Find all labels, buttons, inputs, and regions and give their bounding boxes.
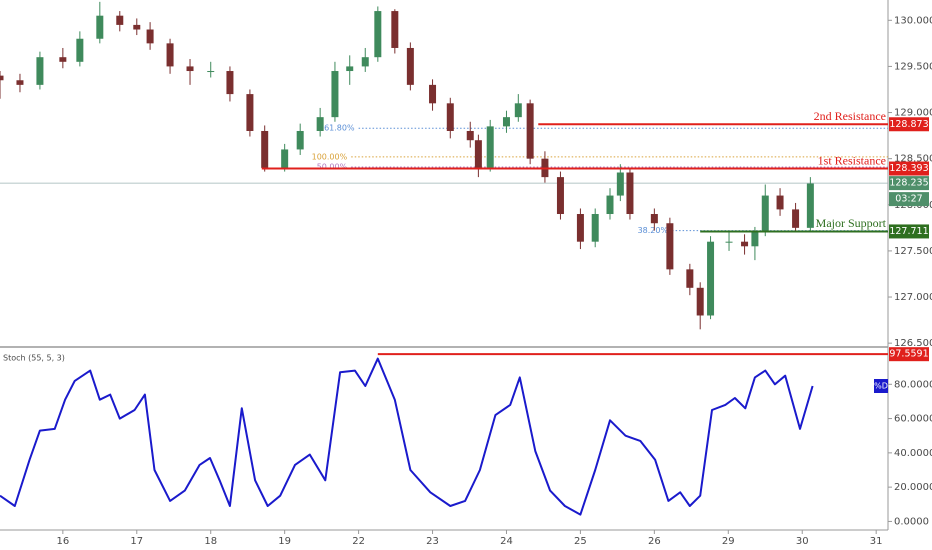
legend-tag: %D (874, 382, 888, 391)
x-tick-label: 26 (648, 536, 661, 547)
fib-label: 61.80% (324, 124, 355, 133)
candle-body (346, 66, 354, 72)
level-value: 127.711 (889, 226, 928, 237)
series-line (0, 357, 814, 516)
countdown: 03:27 (895, 194, 922, 205)
candle-body (474, 140, 482, 168)
level-label: 2nd Resistance (814, 109, 886, 123)
countdown-bg (889, 192, 929, 207)
x-tick-label: 19 (278, 536, 291, 547)
x-tick-label: 17 (130, 536, 143, 547)
fib-label: 100.00% (312, 152, 348, 161)
candle-body (502, 117, 510, 127)
candle-body (281, 149, 289, 168)
candle-body (331, 71, 339, 118)
candle-body (261, 130, 269, 168)
x-tick-label: 30 (796, 536, 809, 547)
x-tick-label: 29 (722, 536, 735, 547)
y-tick-label: 0.0000 (894, 516, 929, 527)
candle-body (514, 103, 522, 118)
x-tick-label: 22 (352, 536, 365, 547)
candle-body (59, 57, 67, 62)
indicator-title: Stoch (55, 5, 3) (3, 354, 65, 363)
candle-body (316, 117, 324, 131)
candle-body (0, 75, 4, 81)
y-tick-label: 128.500 (894, 154, 932, 165)
level-label: Major Support (816, 216, 887, 230)
level-value-bg (889, 117, 929, 132)
y-tick-label: 129.500 (894, 61, 932, 72)
candle-body (226, 71, 234, 95)
candle-body (616, 172, 624, 196)
candle-body (725, 241, 733, 243)
candle-body (16, 80, 24, 85)
fib-label: 50.00% (317, 162, 348, 171)
x-tick-label: 16 (56, 536, 69, 547)
y-tick-label: 80.0000 (894, 379, 932, 390)
candle-body (486, 126, 494, 168)
candle-body (406, 47, 414, 85)
candle-body (776, 195, 784, 210)
candle-body (707, 241, 715, 316)
candle-body (591, 214, 599, 242)
y-tick-label: 130.000 (894, 15, 932, 26)
x-tick-label: 24 (500, 536, 513, 547)
y-tick-label: 126.500 (894, 338, 932, 349)
candle-body (429, 84, 437, 104)
candle-body (361, 57, 369, 67)
candle-body (374, 11, 382, 58)
x-tick-label: 31 (870, 536, 883, 547)
legend-tag-bg (874, 379, 888, 393)
y-tick-label: 127.000 (894, 292, 932, 303)
level-value: 128.393 (889, 163, 928, 174)
level-value: 128.873 (889, 119, 928, 130)
candle-body (76, 38, 84, 62)
candle-body (751, 232, 759, 247)
candle-body (792, 209, 800, 228)
level-value-bg (889, 161, 929, 176)
y-tick-label: 20.0000 (894, 482, 932, 493)
y-tick-label: 40.0000 (894, 448, 932, 459)
candle-body (36, 57, 44, 85)
candle-body (741, 241, 749, 247)
candle-body (556, 177, 564, 215)
y-tick-label: 127.500 (894, 246, 932, 257)
candle-body (446, 103, 454, 131)
candle-body (96, 15, 104, 39)
fib-label: 38.20% (638, 226, 669, 235)
candle-body (626, 172, 634, 215)
level-value-bg (889, 347, 929, 362)
x-tick-label: 18 (204, 536, 217, 547)
candle-body (696, 287, 704, 316)
candle-body (166, 43, 174, 67)
candle-body (666, 223, 674, 270)
candle-body (146, 29, 154, 44)
candle-body (296, 130, 304, 150)
candle-body (246, 94, 254, 131)
candle-body (650, 214, 658, 224)
y-tick-label: 60.0000 (894, 414, 932, 425)
level-label: 1st Resistance (818, 153, 886, 167)
candle-body (466, 130, 474, 141)
candle-body (207, 71, 215, 73)
level-value-bg (889, 224, 929, 239)
candle-body (806, 183, 814, 228)
x-tick-label: 23 (426, 536, 439, 547)
candle-body (526, 103, 534, 159)
candle-body (116, 15, 124, 25)
candle-body (391, 11, 399, 48)
candle-body (761, 195, 769, 233)
x-tick-label: 25 (574, 536, 587, 547)
candle-body (186, 66, 194, 72)
candle-body (133, 24, 141, 30)
last-price-bg (889, 176, 929, 191)
last-price: 128.235 (889, 178, 928, 189)
y-tick-label: 129.000 (894, 108, 932, 119)
level-value: 97.5591 (889, 349, 928, 360)
candle-body (576, 214, 584, 242)
candle-body (686, 269, 694, 288)
candle-body (606, 195, 614, 215)
